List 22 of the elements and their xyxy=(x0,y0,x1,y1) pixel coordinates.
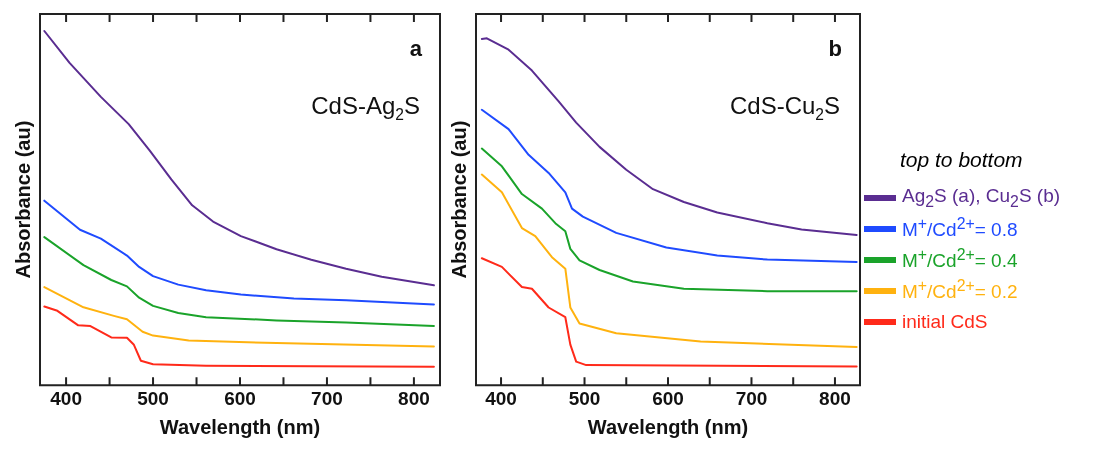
x-tick-label: 700 xyxy=(311,387,343,409)
legend-title: top to bottom xyxy=(900,148,1024,172)
x-tick-label: 500 xyxy=(568,387,601,409)
legend-label: M$^{+}$/Cd$^{2+}$= 0.2 xyxy=(902,277,1018,304)
x-tick-label: 800 xyxy=(398,387,430,409)
x-tick-label: 500 xyxy=(137,387,169,409)
x-tick-label: 600 xyxy=(224,387,256,409)
y-axis-title: Absorbance (au) xyxy=(11,120,34,279)
annotation: a xyxy=(409,36,423,61)
x-tick-label: 400 xyxy=(50,387,82,409)
x-axis-title: Wavelength (nm) xyxy=(587,415,749,438)
legend-label: Ag$_{2}$S (a), Cu$_{2}$S (b) xyxy=(902,184,1061,211)
legend-label: M$^{+}$/Cd$^{2+}$= 0.4 xyxy=(902,246,1018,273)
annotation: b xyxy=(828,36,843,61)
x-axis-title: Wavelength (nm) xyxy=(159,415,321,438)
x-tick-label: 400 xyxy=(485,387,517,409)
x-tick-label: 700 xyxy=(735,387,768,409)
x-tick-label: 600 xyxy=(652,387,684,409)
legend-label: M$^{+}$/Cd$^{2+}$= 0.8 xyxy=(902,215,1018,242)
x-tick-label: 800 xyxy=(819,387,851,409)
y-axis-title: Absorbance (au) xyxy=(447,120,470,279)
legend-label: initial CdS xyxy=(902,310,988,333)
